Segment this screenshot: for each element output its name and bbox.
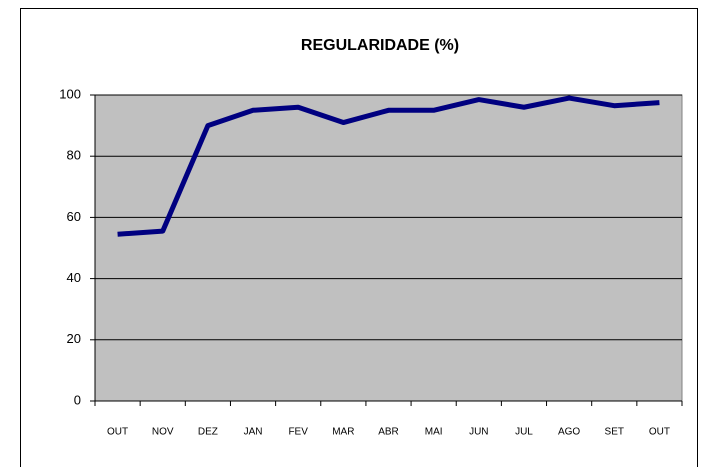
x-tick-label: MAR [332,427,354,438]
x-tick-label: ABR [378,427,399,438]
x-tick-label: NOV [152,427,174,438]
x-tick-label: OUT [649,427,670,438]
y-tick-label: 20 [67,331,81,346]
x-tick-label: JUL [515,427,533,438]
x-tick-label: MAI [425,427,443,438]
chart-title: REGULARIDADE (%) [301,37,459,54]
x-tick-label: DEZ [198,427,218,438]
y-tick-label: 40 [67,270,81,285]
y-tick-label: 100 [59,86,81,101]
y-tick-label: 60 [67,209,81,224]
plot-area [94,94,683,402]
x-tick-label: AGO [558,427,580,438]
x-tick-label: JAN [244,427,263,438]
y-tick-label: 80 [67,148,81,163]
x-tick-label: SET [605,427,624,438]
x-tick-label: FEV [288,427,308,438]
x-tick-label: JUN [469,427,488,438]
y-tick-label: 0 [74,392,81,407]
data-line [117,95,660,237]
x-tick-label: OUT [107,427,128,438]
